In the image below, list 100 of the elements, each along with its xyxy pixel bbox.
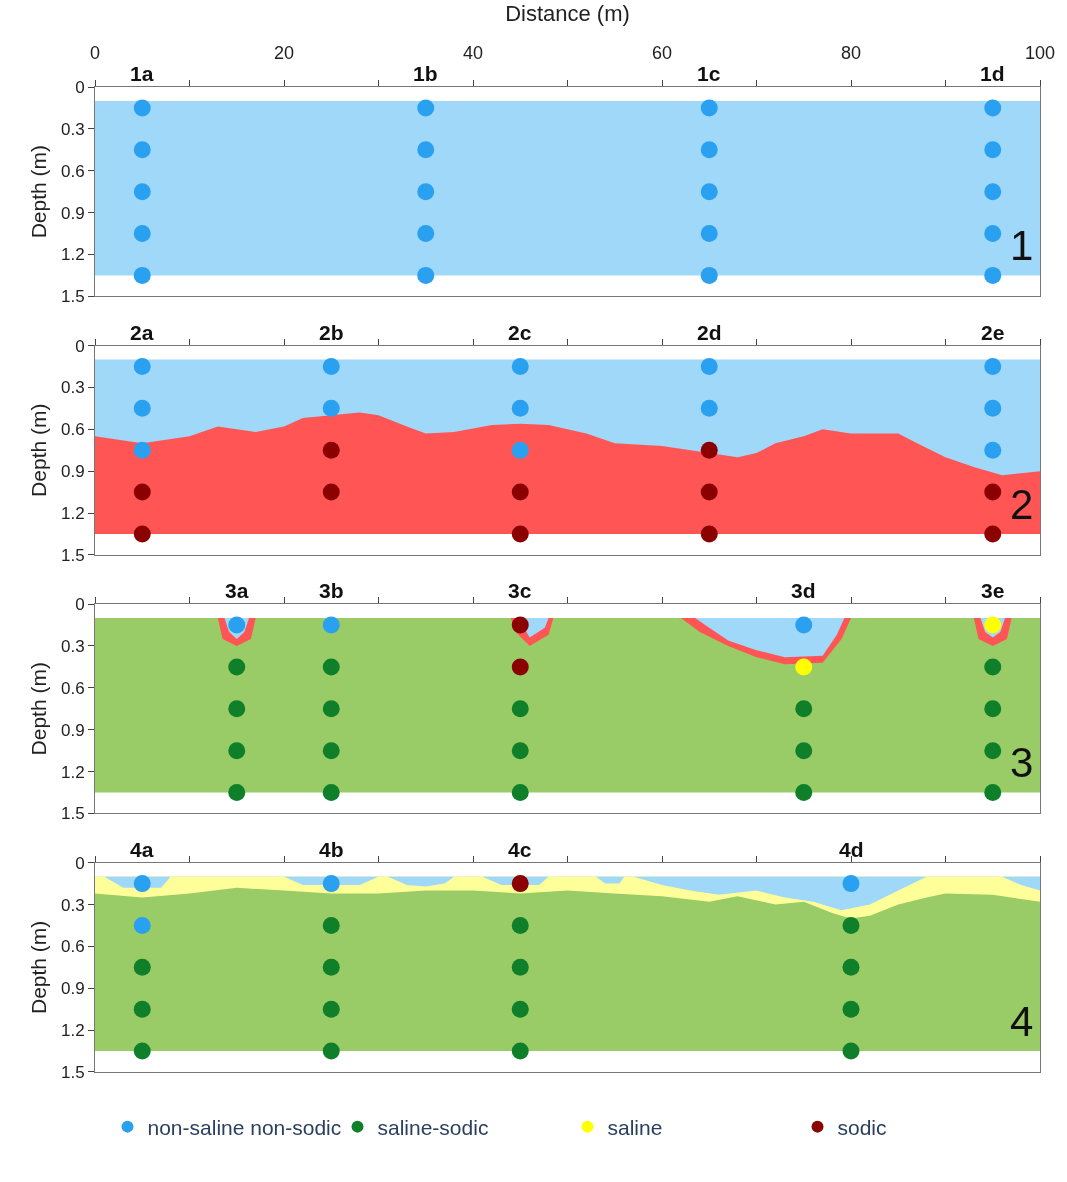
y-tick-label: 0	[75, 853, 85, 873]
y-axis-title: Depth (m)	[27, 662, 51, 756]
y-tick-label: 0.9	[60, 462, 85, 482]
y-tick-label: 0.6	[60, 678, 85, 698]
point	[700, 357, 718, 375]
point	[700, 483, 718, 501]
legend-label: saline-sodic	[377, 1115, 489, 1139]
point	[842, 1000, 860, 1018]
point	[511, 525, 529, 543]
y-tick-label: 0.9	[60, 203, 85, 223]
point	[322, 958, 340, 976]
point	[511, 1000, 529, 1018]
y-axis-title: Depth (m)	[27, 920, 51, 1015]
point	[322, 1042, 340, 1060]
point	[984, 742, 1002, 760]
text: 3e	[981, 579, 1005, 602]
point	[984, 225, 1002, 243]
point	[133, 1000, 151, 1018]
point	[228, 742, 246, 760]
point	[700, 525, 718, 543]
point	[511, 399, 529, 417]
point	[133, 875, 151, 893]
text: 3d	[791, 579, 816, 602]
text: 4c	[508, 838, 532, 861]
y-tick-label: 1.5	[60, 545, 85, 565]
text: 4d	[839, 838, 864, 861]
point	[511, 1042, 529, 1060]
y-tick-label: 0.9	[60, 720, 85, 740]
point	[700, 399, 718, 417]
point	[984, 700, 1002, 718]
x-tick-label: 0	[89, 42, 101, 63]
text: 2e	[981, 321, 1005, 344]
point	[322, 399, 340, 417]
legend-label: sodic	[837, 1115, 887, 1139]
point	[984, 99, 1002, 117]
legend-label: saline	[607, 1115, 663, 1139]
text: 2c	[508, 321, 532, 344]
y-tick-label: 0.6	[60, 937, 85, 957]
point	[322, 658, 340, 676]
text: 2a	[130, 321, 154, 344]
point	[984, 784, 1002, 801]
y-tick-label: 0.3	[60, 636, 85, 656]
y-tick-label: 0	[75, 595, 85, 615]
point	[984, 483, 1002, 501]
point	[511, 357, 529, 375]
point	[133, 441, 151, 459]
point	[133, 483, 151, 501]
point	[417, 141, 435, 159]
point	[511, 958, 529, 976]
point	[133, 99, 151, 117]
point	[984, 525, 1002, 543]
point	[984, 441, 1002, 459]
point	[322, 483, 340, 501]
point	[511, 875, 529, 893]
point	[322, 784, 340, 801]
y-axis-title: Depth (m)	[27, 403, 51, 497]
text: 2d	[697, 321, 722, 344]
point	[984, 183, 1002, 201]
point	[842, 958, 860, 976]
text: 4b	[319, 838, 344, 861]
annotation: 3	[1010, 739, 1034, 786]
legend-label: non-saline non-sodic	[147, 1115, 342, 1139]
y-tick-label: 0	[75, 336, 85, 356]
point	[133, 141, 151, 159]
point	[511, 784, 529, 801]
point	[984, 141, 1002, 159]
point	[133, 225, 151, 243]
point	[228, 784, 246, 801]
x-tick-label: 100	[1024, 42, 1056, 63]
point	[511, 441, 529, 459]
point	[984, 266, 1002, 284]
text: 2b	[319, 321, 344, 344]
text: 3b	[319, 579, 344, 602]
point	[842, 916, 860, 934]
point	[133, 266, 151, 284]
point	[322, 1000, 340, 1018]
point	[228, 700, 246, 718]
text: 1d	[980, 62, 1005, 85]
point	[511, 483, 529, 501]
point	[511, 700, 529, 718]
y-tick-label: 1.2	[60, 762, 85, 782]
point	[417, 99, 435, 117]
y-tick-label: 1.5	[60, 1062, 85, 1082]
y-axis-title: Depth (m)	[27, 144, 51, 239]
point	[133, 183, 151, 201]
point	[700, 225, 718, 243]
annotation: 1	[1010, 222, 1034, 269]
text: 3c	[508, 579, 532, 602]
annotation: 2	[1010, 481, 1034, 528]
y-tick-label: 1.5	[60, 287, 85, 307]
point	[322, 875, 340, 893]
point	[511, 658, 529, 676]
text: 1c	[697, 62, 721, 85]
y-tick-label: 1.5	[60, 804, 85, 824]
point	[700, 441, 718, 459]
text: 1b	[413, 62, 438, 85]
point	[984, 658, 1002, 676]
point	[133, 1042, 151, 1060]
point	[700, 141, 718, 159]
annotation: 4	[1010, 998, 1034, 1045]
